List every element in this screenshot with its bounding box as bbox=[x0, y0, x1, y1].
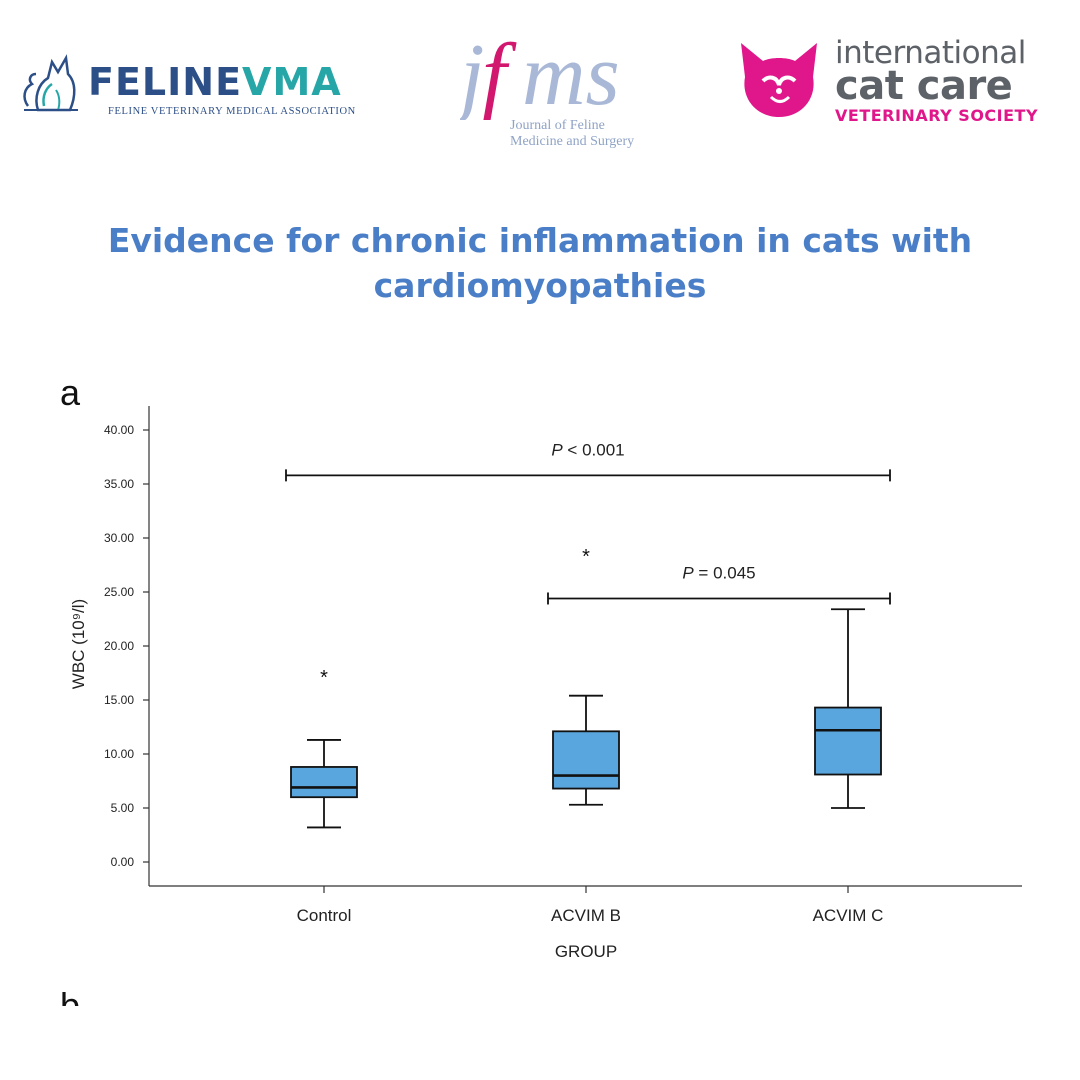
felinevma-subline: FELINE VETERINARY MEDICAL ASSOCIATION bbox=[108, 106, 356, 117]
x-ticks: Control ACVIM B ACVIM C bbox=[297, 886, 884, 925]
jfms-wordmark: j f ms bbox=[460, 27, 620, 120]
p-value-label: P < 0.001 bbox=[551, 440, 624, 459]
icc-logo: international cat care VETERINARY SOCIET… bbox=[733, 33, 1053, 133]
felinevma-word-feline: FELINE bbox=[88, 60, 243, 104]
boxplot-chart: 0.00 5.00 10.00 15.00 20.00 25.00 30.00 35.00 40… bbox=[69, 406, 1022, 961]
y-ticks: 0.00 5.00 10.00 15.00 20.00 25.00 30.00 35.00 40… bbox=[104, 423, 149, 869]
felinevma-wordmark: FELINEVMA bbox=[88, 60, 342, 104]
p-symbol: P bbox=[682, 563, 694, 582]
boxes: ** bbox=[290, 546, 882, 829]
y-axis-title: WBC (10⁹/l) bbox=[69, 599, 88, 689]
x-tick-label: Control bbox=[297, 906, 352, 925]
outlier-marker: * bbox=[582, 546, 590, 568]
headline: Evidence for chronic inflammation in cat… bbox=[40, 218, 1040, 308]
p-value: = 0.045 bbox=[694, 563, 756, 582]
significance-bracket: P < 0.001 bbox=[285, 440, 891, 482]
y-tick-label: 20.00 bbox=[104, 639, 134, 653]
x-axis-title: GROUP bbox=[555, 942, 617, 961]
jfms-subtitle-line1: Journal of Feline bbox=[510, 118, 605, 133]
y-tick-label: 0.00 bbox=[111, 855, 135, 869]
y-tick-label: 15.00 bbox=[104, 693, 134, 707]
panel-label-a: a bbox=[60, 372, 81, 413]
icc-word-catcare: cat care bbox=[835, 63, 1013, 109]
box-group: * bbox=[290, 667, 358, 829]
y-tick-label: 40.00 bbox=[104, 423, 134, 437]
x-tick-label: ACVIM B bbox=[551, 906, 621, 925]
header-logos: FELINEVMA FELINE VETERINARY MEDICAL ASSO… bbox=[0, 0, 1080, 160]
box-iqr bbox=[552, 730, 620, 790]
jfms-subtitle-line2: Medicine and Surgery bbox=[510, 134, 635, 149]
felinevma-logo: FELINEVMA FELINE VETERINARY MEDICAL ASSO… bbox=[18, 40, 355, 120]
jfms-logo: j f ms Journal of Feline Medicine and Su… bbox=[460, 20, 660, 150]
box-group bbox=[814, 608, 882, 809]
p-value: < 0.001 bbox=[563, 440, 625, 459]
p-value-label: P = 0.045 bbox=[682, 563, 755, 582]
panel-label-b: b bbox=[60, 986, 80, 1006]
outlier-marker: * bbox=[320, 667, 328, 689]
y-tick-label: 25.00 bbox=[104, 585, 134, 599]
svg-text:ms: ms bbox=[522, 27, 620, 120]
svg-text:f: f bbox=[482, 27, 517, 120]
felinevma-word-vma: VMA bbox=[242, 60, 342, 104]
box-iqr bbox=[814, 706, 882, 776]
x-tick-label: ACVIM C bbox=[813, 906, 884, 925]
y-tick-label: 30.00 bbox=[104, 531, 134, 545]
svg-text:j: j bbox=[460, 27, 484, 120]
icc-word-international: international bbox=[835, 35, 1026, 71]
headline-line1: Evidence for chronic inflammation in cat… bbox=[107, 221, 973, 260]
box-iqr bbox=[290, 766, 358, 799]
felinevma-cat-icon bbox=[23, 54, 78, 112]
icc-cat-icon bbox=[741, 43, 817, 117]
y-tick-label: 35.00 bbox=[104, 477, 134, 491]
y-tick-label: 10.00 bbox=[104, 747, 134, 761]
box-group: * bbox=[552, 546, 620, 806]
icc-word-vetsociety: VETERINARY SOCIETY bbox=[835, 106, 1039, 125]
headline-line2: cardiomyopathies bbox=[373, 266, 707, 305]
significance-bracket: P = 0.045 bbox=[547, 563, 891, 605]
p-symbol: P bbox=[551, 440, 563, 459]
y-tick-label: 5.00 bbox=[111, 801, 135, 815]
